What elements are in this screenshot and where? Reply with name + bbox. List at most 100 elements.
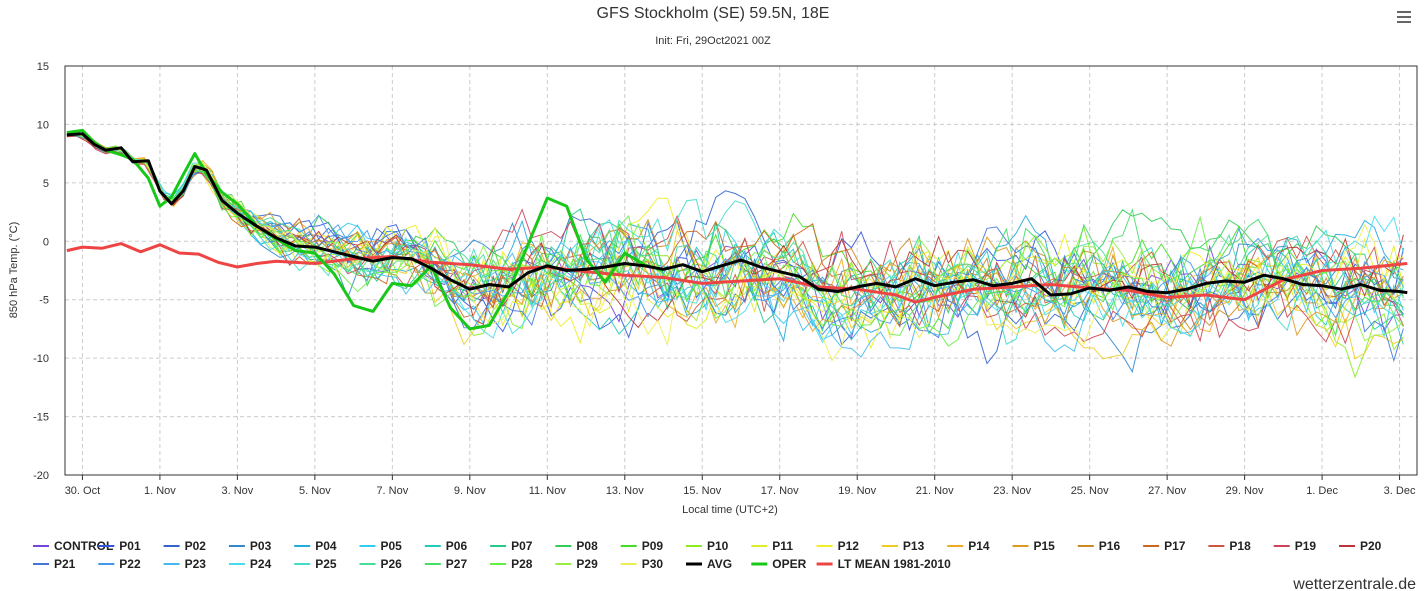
x-tick-label: 1. Dec <box>1306 485 1338 497</box>
member-line-p26 <box>66 134 1404 315</box>
legend-item-p02[interactable]: P02 <box>163 539 207 553</box>
legend-label: P13 <box>903 539 925 553</box>
legend-item-p22[interactable]: P22 <box>98 557 141 571</box>
x-tick-label: 17. Nov <box>761 485 799 497</box>
legend-label: P21 <box>54 557 76 571</box>
legend: CONTROL P01 P02 P03 P04 P05 P06 P07 P08 P09 P10 P11… <box>33 539 1382 571</box>
legend-label: P04 <box>315 539 337 553</box>
legend-label: P19 <box>1295 539 1317 553</box>
legend-label: P01 <box>119 539 141 553</box>
legend-item-p17[interactable]: P17 <box>1143 539 1186 553</box>
legend-item-p04[interactable]: P04 <box>294 539 337 553</box>
legend-item-p07[interactable]: P07 <box>490 539 533 553</box>
legend-label: LT MEAN 1981-2010 <box>838 557 951 571</box>
legend-item-p29[interactable]: P29 <box>555 557 598 571</box>
legend-item-p21[interactable]: P21 <box>33 557 76 571</box>
oper-line <box>66 128 664 331</box>
x-tick-label: 15. Nov <box>683 485 721 497</box>
x-tick-label: 9. Nov <box>454 485 486 497</box>
legend-label: P29 <box>576 557 598 571</box>
legend-label: P26 <box>381 557 403 571</box>
legend-label: P27 <box>446 557 468 571</box>
x-tick-label: 29. Nov <box>1226 485 1264 497</box>
y-tick-label: 15 <box>37 61 49 73</box>
legend-item-p28[interactable]: P28 <box>490 557 533 571</box>
credit-text[interactable]: wetterzentrale.de <box>1292 576 1416 591</box>
legend-item-p24[interactable]: P24 <box>228 557 272 571</box>
legend-item-p03[interactable]: P03 <box>228 539 272 553</box>
legend-label: P12 <box>838 539 860 553</box>
legend-item-p26[interactable]: P26 <box>359 557 403 571</box>
legend-label: P23 <box>185 557 207 571</box>
legend-item-p16[interactable]: P16 <box>1077 539 1121 553</box>
legend-label: P06 <box>446 539 468 553</box>
legend-item-control[interactable]: CONTROL <box>33 539 113 553</box>
legend-label: CONTROL <box>54 539 113 553</box>
legend-label: P14 <box>968 539 990 553</box>
legend-item-p18[interactable]: P18 <box>1208 539 1251 553</box>
legend-item-p05[interactable]: P05 <box>359 539 403 553</box>
legend-label: P28 <box>511 557 533 571</box>
member-line-p18 <box>66 134 1404 327</box>
legend-item-lt-mean-1981-2010[interactable]: LT MEAN 1981-2010 <box>816 557 951 571</box>
x-tick-label: 11. Nov <box>529 485 567 497</box>
legend-item-p13[interactable]: P13 <box>881 539 925 553</box>
legend-item-p11[interactable]: P11 <box>751 539 793 553</box>
legend-label: P30 <box>642 557 664 571</box>
x-axis-ticks: 30. Oct 1. Nov 3. Nov 5. Nov 7. Nov 9. Nov 11.… <box>65 475 1416 497</box>
legend-item-p25[interactable]: P25 <box>294 557 337 571</box>
member-line-p14 <box>66 131 1404 333</box>
legend-label: P16 <box>1099 539 1121 553</box>
x-tick-label: 27. Nov <box>1148 485 1186 497</box>
y-tick-label: -5 <box>39 295 49 307</box>
legend-item-p06[interactable]: P06 <box>424 539 468 553</box>
legend-item-p23[interactable]: P23 <box>163 557 207 571</box>
ensemble-members <box>66 130 1404 379</box>
y-tick-label: -15 <box>33 412 49 424</box>
chart-subtitle: Init: Fri, 29Oct2021 00Z <box>655 35 771 47</box>
y-axis-ticks: 15 10 5 0 -5 -10 -15 -20 <box>33 61 49 482</box>
legend-label: P03 <box>250 539 272 553</box>
member-line-p07 <box>66 134 1404 333</box>
legend-label: OPER <box>772 557 806 571</box>
plot-frame <box>64 65 1418 476</box>
legend-item-p09[interactable]: P09 <box>620 539 664 553</box>
legend-item-p30[interactable]: P30 <box>620 557 664 571</box>
legend-item-p08[interactable]: P08 <box>555 539 598 553</box>
legend-item-p12[interactable]: P12 <box>816 539 860 553</box>
legend-label: P18 <box>1229 539 1251 553</box>
legend-item-avg[interactable]: AVG <box>686 557 732 571</box>
x-tick-label: 23. Nov <box>993 485 1031 497</box>
y-tick-label: 5 <box>43 178 49 190</box>
legend-item-p20[interactable]: P20 <box>1339 539 1382 553</box>
member-line-p16 <box>66 134 1404 331</box>
member-line-p27 <box>66 131 1404 338</box>
y-tick-label: 10 <box>37 119 49 131</box>
member-line-p15 <box>66 133 1404 347</box>
x-axis-label: Local time (UTC+2) <box>682 504 778 516</box>
legend-item-oper[interactable]: OPER <box>751 557 807 571</box>
legend-item-p10[interactable]: P10 <box>686 539 729 553</box>
member-line-p29 <box>66 133 1404 342</box>
legend-label: P02 <box>185 539 207 553</box>
legend-item-p01[interactable]: P01 <box>98 539 141 553</box>
legend-item-p14[interactable]: P14 <box>947 539 990 553</box>
y-axis-label: 850 hPa Temp. (°C) <box>8 222 20 319</box>
legend-label: P10 <box>707 539 729 553</box>
y-tick-label: 0 <box>43 236 49 248</box>
main-lines <box>66 128 1408 331</box>
y-tick-label: -10 <box>33 353 49 365</box>
member-line-p21 <box>66 130 1404 363</box>
chart-title: GFS Stockholm (SE) 59.5N, 18E <box>597 5 830 22</box>
legend-item-p15[interactable]: P15 <box>1012 539 1056 553</box>
hamburger-menu-icon[interactable] <box>1394 8 1414 26</box>
legend-label: P11 <box>772 539 793 553</box>
x-tick-label: 3. Dec <box>1384 485 1416 497</box>
legend-label: P17 <box>1164 539 1186 553</box>
legend-item-p19[interactable]: P19 <box>1273 539 1317 553</box>
legend-label: P08 <box>576 539 598 553</box>
legend-item-p27[interactable]: P27 <box>424 557 468 571</box>
legend-label: P20 <box>1360 539 1382 553</box>
legend-label: P24 <box>250 557 272 571</box>
